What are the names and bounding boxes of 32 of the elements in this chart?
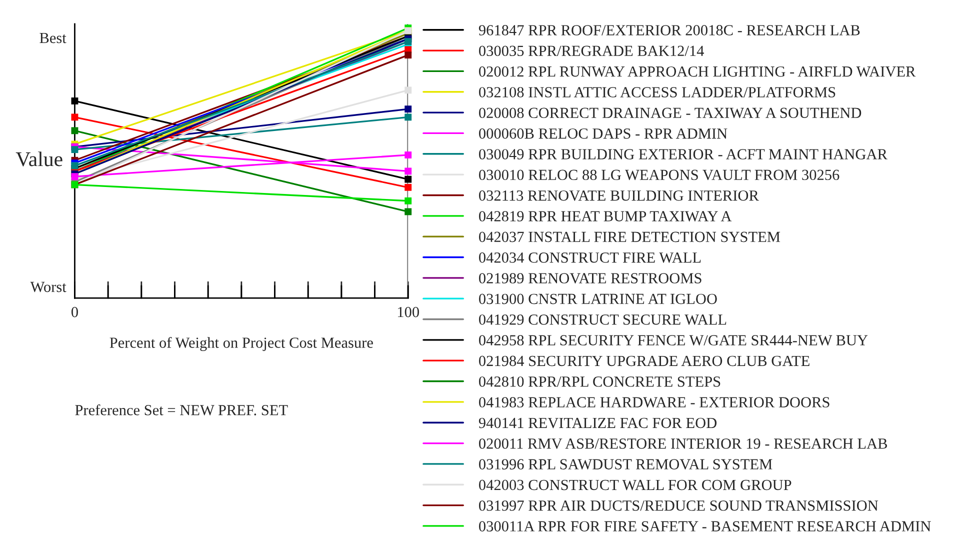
- x-tick-label: 100: [398, 306, 419, 318]
- legend-label: 041983 REPLACE HARDWARE - EXTERIOR DOORS: [479, 397, 830, 408]
- legend-label: 041929 CONSTRUCT SECURE WALL: [479, 314, 726, 325]
- x-tick-label: 0: [71, 306, 78, 318]
- y-axis-title: Value: [16, 152, 62, 166]
- legend-label: 042034 CONSTRUCT FIRE WALL: [479, 252, 701, 263]
- legend-label: 030010 RELOC 88 LG WEAPONS VAULT FROM 30256: [479, 170, 840, 180]
- text: Preference Set = NEW PREF. SET: [75, 404, 288, 416]
- legend-label: 042003 CONSTRUCT WALL FOR COM GROUP: [479, 480, 792, 490]
- legend-label: 030011A RPR FOR FIRE SAFETY - BASEMENT RESEARCH ADMIN: [479, 521, 931, 532]
- legend-label: 030035 RPR/REGRADE BAK12/14: [479, 46, 704, 56]
- legend-label: 042037 INSTALL FIRE DETECTION SYSTEM: [479, 232, 780, 242]
- legend-label: 031900 CNSTR LATRINE AT IGLOO: [479, 294, 717, 304]
- legend-label: 032108 INSTL ATTIC ACCESS LADDER/PLATFORMS: [479, 87, 836, 98]
- text: Worst: [30, 282, 66, 292]
- legend-label: 031996 RPL SAWDUST REMOVAL SYSTEM: [479, 459, 772, 470]
- legend-label: 021989 RENOVATE RESTROOMS: [479, 273, 702, 284]
- legend-label: 000060B RELOC DAPS - RPR ADMIN: [479, 128, 728, 139]
- legend-label: 940141 REVITALIZE FAC FOR EOD: [478, 418, 717, 428]
- x-axis-title: Percent of Weight on Project Cost Measure: [110, 336, 373, 352]
- text: Best: [40, 33, 66, 44]
- legend-label: 020011 RMV ASB/RESTORE INTERIOR 19 - RESEARCH LAB: [479, 438, 887, 449]
- legend-label: 032113 RENOVATE BUILDING INTERIOR: [479, 190, 759, 201]
- legend-label: 042810 RPR/RPL CONCRETE STEPS: [479, 376, 720, 387]
- legend-label: 031997 RPR AIR DUCTS/REDUCE SOUND TRANSMISSION: [479, 500, 878, 511]
- legend-label: 042958 RPL SECURITY FENCE W/GATE SR444-NEW BUY: [479, 335, 868, 346]
- legend-label: 020012 RPL RUNWAY APPROACH LIGHTING - AIRFLD WAIVER: [479, 66, 916, 77]
- legend-label: 030049 RPR BUILDING EXTERIOR - ACFT MAINT HANGAR: [479, 149, 888, 160]
- legend-label: 020008 CORRECT DRAINAGE - TAXIWAY A SOUTHEND: [479, 108, 862, 118]
- legend-label: 961847 RPR ROOF/EXTERIOR 20018C - RESEARCH LAB: [478, 25, 860, 36]
- legend-label: 042819 RPR HEAT BUMP TAXIWAY A: [479, 211, 732, 222]
- legend-label: 021984 SECURITY UPGRADE AERO CLUB GATE: [479, 356, 810, 366]
